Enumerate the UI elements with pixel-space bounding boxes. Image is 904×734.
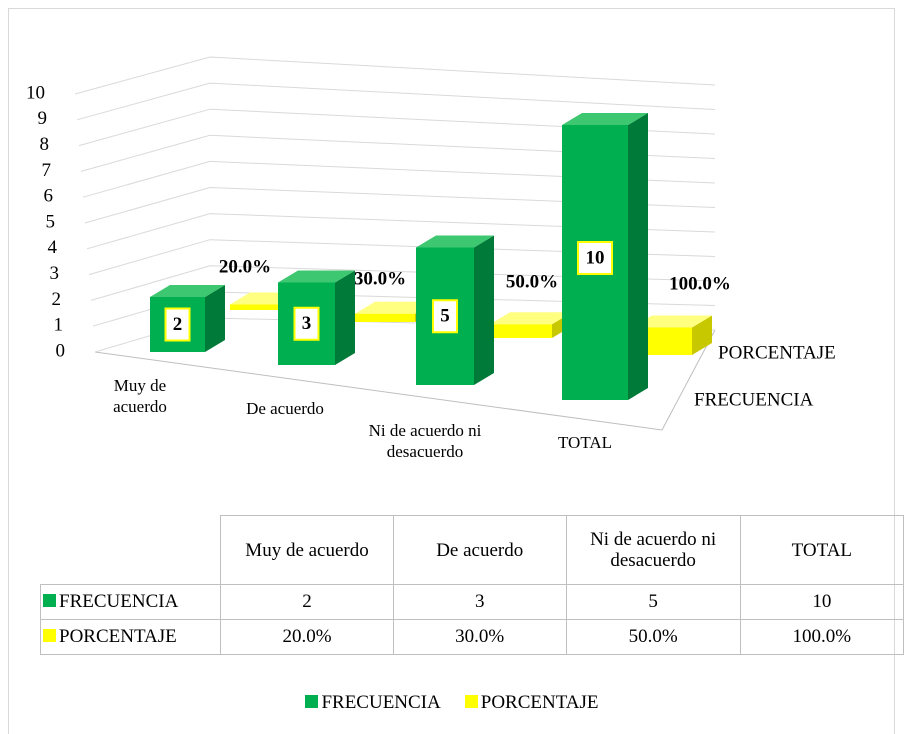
value-label: 3 [302, 313, 312, 334]
legend-swatch [464, 695, 478, 708]
value-label: 100.0% [669, 273, 731, 294]
bar [490, 312, 572, 338]
grid-line [76, 82, 716, 121]
value-label: 20.0% [219, 256, 271, 277]
value-label-box [577, 241, 613, 275]
bar-front [230, 304, 290, 310]
x-tick-label-box: Muy de acuerdo [113, 376, 167, 416]
value-label-box [432, 299, 458, 334]
table-row: FRECUENCIA 2 3 5 10 [39, 584, 904, 620]
grid-line [84, 186, 716, 224]
value-label: 5 [440, 306, 450, 327]
table-cell: 10 [739, 584, 904, 620]
bar-top [355, 301, 435, 314]
grid-line [74, 56, 716, 95]
floor-front-edge [94, 351, 663, 431]
bar-front [490, 324, 552, 338]
legend-swatch [43, 629, 56, 642]
grid-line [78, 108, 716, 147]
table-corner [40, 515, 222, 585]
table-header: De acuerdo [392, 515, 567, 585]
y-tick-label: 4 [48, 237, 58, 258]
legend: FRECUENCIA PORCENTAJE [0, 692, 904, 714]
table-cell: 20.0% [220, 619, 394, 655]
y-tick-label: 7 [42, 160, 52, 181]
table-series-name: PORCENTAJE [59, 626, 177, 647]
bar-side [628, 113, 648, 400]
grid-line [90, 265, 716, 301]
depth-label: PORCENTAJE [718, 342, 836, 363]
table-row: PORCENTAJE 20.0% 30.0% 50.0% 100.0% [39, 619, 904, 655]
legend-item: FRECUENCIA [305, 692, 441, 713]
table-header: Muy de acuerdo [220, 515, 394, 585]
bar-top [278, 270, 355, 283]
table-series-name: FRECUENCIA [59, 591, 179, 612]
legend-label: FRECUENCIA [321, 692, 441, 713]
table-cell: 50.0% [565, 619, 741, 655]
y-tick-label: 5 [46, 211, 56, 232]
value-label: 30.0% [354, 268, 406, 289]
legend-item: PORCENTAJE [464, 692, 599, 713]
grid-line [80, 134, 716, 172]
y-tick-label: 8 [40, 134, 50, 155]
legend-swatch [305, 695, 319, 708]
bar-top [490, 312, 572, 325]
grid-line [86, 213, 716, 250]
bar-side [474, 235, 494, 385]
bar-front [355, 313, 415, 322]
y-tick-label: 9 [38, 108, 48, 129]
value-label: 2 [173, 314, 183, 335]
y-tick-label: 3 [50, 263, 60, 284]
chart-border [8, 8, 895, 734]
bar-side [335, 270, 355, 365]
table-series: PORCENTAJE [39, 619, 222, 655]
bar-top [562, 113, 648, 125]
table-cell: 100.0% [739, 619, 904, 655]
x-tick-label: De acuerdo [246, 399, 324, 418]
bar-top [632, 315, 712, 328]
floor-right-edge [661, 329, 716, 431]
x-tick-label-box: De acuerdo [246, 399, 324, 418]
value-label: 10 [586, 247, 605, 268]
table-cell: 5 [565, 584, 741, 620]
y-tick-label: 1 [54, 315, 64, 336]
x-tick-label: Ni de acuerdo ni desacuerdo [368, 421, 482, 461]
table-cell: 2 [220, 584, 394, 620]
table-cell: 3 [392, 584, 567, 620]
bar-side [692, 315, 712, 355]
depth-label: FRECUENCIA [694, 389, 814, 410]
y-tick-label: 2 [52, 289, 62, 310]
data-table: Muy de acuerdo De acuerdo Ni de acuerdo ni… [39, 515, 904, 655]
y-tick-label: 0 [56, 340, 66, 361]
grid-line [88, 239, 716, 276]
bar-top [150, 285, 225, 297]
legend-swatch [43, 594, 56, 607]
table-header-row: Muy de acuerdo De acuerdo Ni de acuerdo ni… [40, 515, 904, 585]
x-tick-label: Muy de acuerdo [113, 376, 167, 416]
legend-label: PORCENTAJE [480, 692, 599, 713]
x-tick-label-box: Ni de acuerdo ni desacuerdo [368, 421, 482, 461]
bar-side [205, 285, 225, 352]
bar [562, 113, 648, 400]
table-cell: 30.0% [392, 619, 567, 655]
y-tick-label: 10 [26, 82, 45, 103]
table-series: FRECUENCIA [39, 584, 222, 620]
grid-line [82, 160, 716, 198]
bar [150, 285, 225, 352]
value-label-box [164, 307, 191, 342]
bar-top [416, 235, 494, 248]
y-tick-label: 6 [44, 186, 54, 207]
x-tick-label: TOTAL [557, 433, 613, 452]
value-label: 50.0% [506, 271, 558, 292]
table-header: Ni de acuerdo ni desacuerdo [565, 515, 741, 585]
value-label-box [293, 306, 320, 341]
x-tick-label-box: TOTAL [557, 433, 613, 452]
table-header: TOTAL [739, 515, 904, 585]
